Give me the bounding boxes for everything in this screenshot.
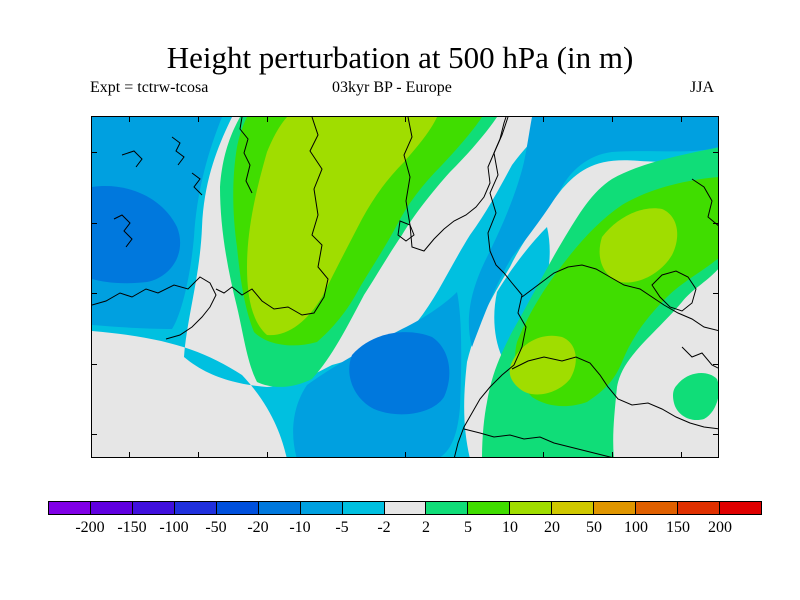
map-tick [713,222,719,224]
map-tick [612,452,614,458]
colorbar-tick-label: -10 [289,519,311,536]
colorbar [48,501,762,515]
colorbar-tick-label: 5 [464,519,472,536]
colorbar-tick-label: 20 [544,519,560,536]
map-tick [543,116,545,122]
colorbar-tick-label: -5 [335,519,349,536]
colorbar-tick-label: 100 [624,519,648,536]
experiment-label: Expt = tctrw-tcosa [90,79,209,96]
field-lime-east [599,208,678,283]
map-tick [681,116,683,122]
colorbar-tick-label: -200 [75,519,105,536]
map-tick [91,293,97,295]
map-tick [405,116,406,122]
map-tick [612,116,614,122]
coastline-iceland [397,220,415,242]
season-label: JJA [690,79,715,96]
colorbar-swatch [468,502,511,514]
field-lime-south-east [509,335,576,395]
map-tick [713,434,719,436]
coastline-east-boundary [681,178,718,369]
field-lightblue-northeast [468,117,718,347]
coastline-arctic-islands [113,117,253,248]
coastline-mediterranean [511,356,718,430]
coastline-scandinavia [453,117,527,457]
colorbar-swatch [384,502,427,514]
colorbar-swatch [720,502,761,514]
colorbar-swatch [510,502,553,514]
field-blue-west [92,186,181,284]
map-tick [266,452,268,458]
map-field [92,117,718,457]
colorbar-swatch [258,502,301,514]
colorbar-swatch [132,502,175,514]
coastline-africa [463,428,613,457]
map-tick [91,434,97,436]
colorbar-tick-label: 150 [666,519,690,536]
map-tick [713,293,719,295]
colorbar-labels: -200 -150 -100 -50 -20 -10 -5 -2 2 5 10 20 50 100 150 2… [0,518,800,540]
map-panel [91,116,719,458]
field-blue-central [349,332,450,415]
map-tick [91,151,97,153]
colorbar-tick-label: -150 [117,519,147,536]
coastline-europe-east [521,264,718,332]
map-tick [128,116,130,122]
map-tick [91,222,97,224]
colorbar-swatch [300,502,343,514]
coastline-greenland [215,117,507,316]
colorbar-swatch [594,502,637,514]
field-cyan-east [494,227,550,357]
map-tick [197,116,199,122]
colorbar-swatch [49,502,91,514]
colorbar-swatch [678,502,720,514]
colorbar-tick-label: -2 [377,519,391,536]
field-lime-west-ridge [247,117,437,336]
field-aqua-bubble [673,373,718,420]
coastline-north-america [92,276,217,340]
map-tick [128,452,130,458]
map-tick [197,452,199,458]
map-tick [91,363,97,365]
map-title: Height perturbation at 500 hPa (in m) [166,40,634,75]
map-tick [713,151,719,153]
colorbar-swatch [90,502,133,514]
map-tick [543,452,545,458]
colorbar-tick-label: -20 [247,519,269,536]
colorbar-tick-label: -50 [205,519,227,536]
colorbar-swatch [342,502,385,514]
colorbar-tick-label: 200 [708,519,732,536]
colorbar-swatch [636,502,679,514]
colorbar-tick-label: 50 [586,519,602,536]
colorbar-tick-label: 10 [502,519,518,536]
period-label: 03kyr BP - Europe [332,79,452,96]
map-tick [266,116,268,122]
colorbar-tick-label: 2 [422,519,430,536]
colorbar-tick-label: -100 [159,519,189,536]
map-tick [681,452,683,458]
coastline-caspian [651,270,697,312]
map-tick [405,452,406,458]
map-tick [713,363,719,365]
colorbar-swatch [174,502,217,514]
colorbar-swatch [552,502,595,514]
colorbar-swatch [216,502,259,514]
colorbar-swatch [426,502,469,514]
